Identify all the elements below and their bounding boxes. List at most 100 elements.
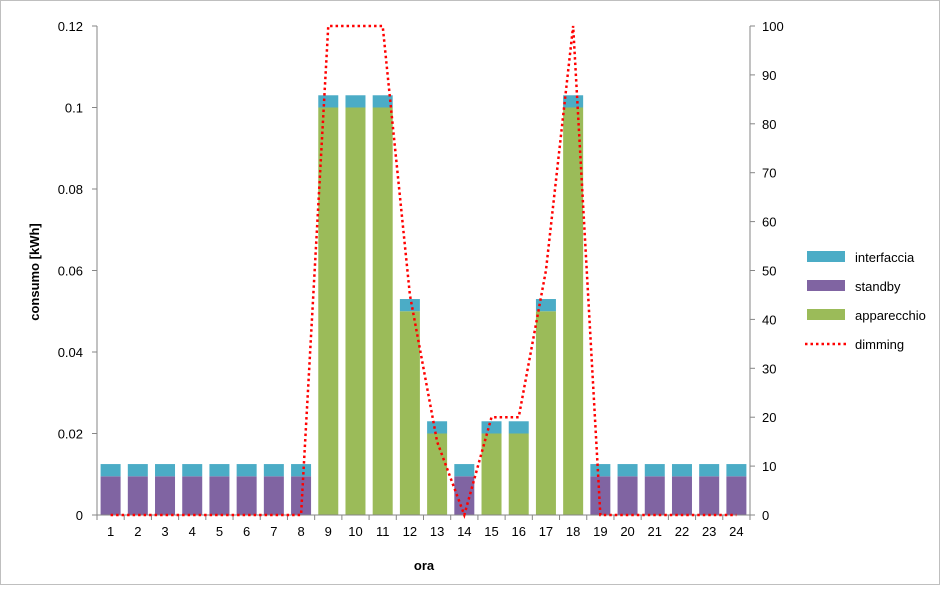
bar-standby-21 (644, 476, 665, 515)
bar-interfaccia-17 (535, 299, 556, 312)
bar-interfaccia-12 (399, 299, 420, 312)
x-tick-label: 15 (484, 524, 498, 539)
bar-interfaccia-5 (209, 464, 230, 477)
bar-interfaccia-4 (182, 464, 203, 477)
bar-interfaccia-19 (590, 464, 611, 477)
bar-apparecchio-15 (481, 433, 502, 515)
x-tick-label: 9 (325, 524, 332, 539)
x-tick-label: 21 (648, 524, 662, 539)
x-tick-label: 1 (107, 524, 114, 539)
legend-label-interfaccia: interfaccia (855, 250, 915, 265)
x-tick-label: 17 (539, 524, 553, 539)
bar-interfaccia-8 (291, 464, 312, 477)
bar-standby-4 (182, 476, 203, 515)
y-tick-label: 0.1 (65, 101, 83, 116)
bar-interfaccia-16 (508, 421, 529, 434)
bar-interfaccia-6 (236, 464, 257, 477)
x-tick-label: 16 (511, 524, 525, 539)
line-group (110, 24, 737, 520)
bar-interfaccia-18 (563, 95, 584, 108)
legend-label-standby: standby (855, 279, 901, 294)
bar-standby-1 (100, 476, 121, 515)
y-tick-label: 0 (76, 508, 83, 523)
bar-standby-14 (454, 476, 475, 515)
bar-apparecchio-13 (427, 433, 448, 515)
bar-apparecchio-12 (399, 311, 420, 515)
x-tick-label: 23 (702, 524, 716, 539)
x-tick-label: 7 (270, 524, 277, 539)
y2-tick-label: 100 (762, 19, 784, 34)
x-tick-label: 10 (348, 524, 362, 539)
x-tick-label: 6 (243, 524, 250, 539)
y-tick-label: 0.02 (58, 427, 83, 442)
x-tick-label: 18 (566, 524, 580, 539)
bar-interfaccia-14 (454, 464, 475, 477)
y2-tick-label: 40 (762, 312, 776, 327)
bar-standby-23 (699, 476, 720, 515)
y2-tick-label: 20 (762, 410, 776, 425)
y-tick-label: 0.12 (58, 19, 83, 34)
x-tick-label: 20 (620, 524, 634, 539)
bar-interfaccia-23 (699, 464, 720, 477)
bar-interfaccia-13 (427, 421, 448, 434)
x-tick-label: 22 (675, 524, 689, 539)
x-tick-label: 14 (457, 524, 471, 539)
y2-tick-label: 90 (762, 68, 776, 83)
bar-standby-20 (617, 476, 638, 515)
y2-tick-label: 30 (762, 361, 776, 376)
bar-interfaccia-7 (263, 464, 284, 477)
y-tick-label: 0.04 (58, 345, 83, 360)
y2-tick-label: 50 (762, 264, 776, 279)
y2-tick-label: 60 (762, 215, 776, 230)
legend-swatch-apparecchio (807, 309, 845, 320)
bars-group (100, 95, 747, 515)
y2-tick-label: 70 (762, 166, 776, 181)
bar-standby-7 (263, 476, 284, 515)
x-axis-label: ora (414, 558, 435, 573)
y2-tick-label: 10 (762, 459, 776, 474)
bar-apparecchio-18 (563, 107, 584, 515)
x-tick-label: 2 (134, 524, 141, 539)
legend: interfaccia standby apparecchio dimming (805, 250, 926, 352)
x-tick-label: 8 (297, 524, 304, 539)
bar-standby-19 (590, 476, 611, 515)
bar-apparecchio-11 (372, 107, 393, 515)
legend-swatch-standby (807, 280, 845, 291)
legend-label-dimming: dimming (855, 337, 904, 352)
bar-interfaccia-21 (644, 464, 665, 477)
bar-interfaccia-11 (372, 95, 393, 108)
y-axis-label: consumo [kWh] (27, 223, 42, 321)
bar-apparecchio-9 (318, 107, 339, 515)
x-tick-label: 13 (430, 524, 444, 539)
x-tick-label: 5 (216, 524, 223, 539)
bar-interfaccia-3 (155, 464, 176, 477)
bar-interfaccia-24 (726, 464, 747, 477)
bar-standby-22 (671, 476, 692, 515)
x-tick-label: 4 (189, 524, 196, 539)
axes-group: 0 0.02 0.04 0.06 0.08 0.1 0.12 0 10 20 30 40 50 60 70 8… (58, 19, 784, 539)
legend-swatch-interfaccia (807, 251, 845, 262)
bar-interfaccia-15 (481, 421, 502, 434)
y2-tick-label: 80 (762, 117, 776, 132)
series-line-dimming (110, 24, 737, 520)
bar-standby-5 (209, 476, 230, 515)
y2-tick-label: 0 (762, 508, 769, 523)
y-tick-label: 0.06 (58, 264, 83, 279)
bar-interfaccia-20 (617, 464, 638, 477)
bar-interfaccia-2 (127, 464, 148, 477)
bar-standby-3 (155, 476, 176, 515)
bar-interfaccia-9 (318, 95, 339, 108)
y-tick-label: 0.08 (58, 182, 83, 197)
bar-standby-2 (127, 476, 148, 515)
bar-interfaccia-1 (100, 464, 121, 477)
bar-standby-6 (236, 476, 257, 515)
x-tick-label: 19 (593, 524, 607, 539)
bar-standby-24 (726, 476, 747, 515)
x-tick-label: 12 (403, 524, 417, 539)
bar-interfaccia-10 (345, 95, 366, 108)
x-tick-label: 11 (376, 524, 390, 539)
bar-apparecchio-16 (508, 433, 529, 515)
bar-apparecchio-17 (535, 311, 556, 515)
